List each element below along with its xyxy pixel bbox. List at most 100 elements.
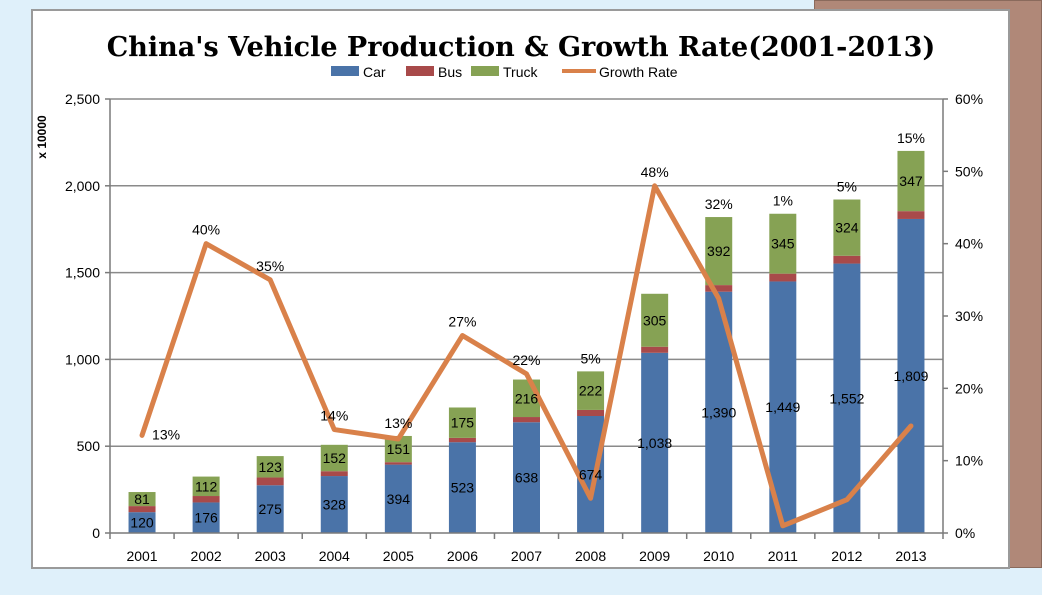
x-tick-label-2010: 2010 [703,548,734,564]
x-tick-label-2009: 2009 [639,548,670,564]
bar-truck-2011 [769,213,797,274]
growth-rate-label-2010: 32% [705,196,733,212]
bar-label-truck-2012: 324 [835,220,859,236]
bar-car-2008 [577,415,605,533]
growth-rate-point-2012 [844,497,849,502]
bar-label-truck-2008: 222 [579,383,603,399]
bar-car-2002 [192,502,220,533]
growth-rate-label-2006: 27% [448,314,476,330]
bar-car-2007 [513,422,540,533]
growth-rate-point-2013 [908,423,913,428]
x-tick-label-2008: 2008 [575,548,606,564]
growth-rate-point-2001 [140,433,145,438]
y-tick-label: 2,000 [65,178,100,194]
y-tick-label: 0 [92,525,100,541]
bar-label-car-2004: 328 [323,497,347,513]
bar-label-car-2003: 275 [259,501,283,517]
legend-swatch-truck [471,66,499,76]
bar-label-car-2005: 394 [387,491,411,507]
bar-label-truck-2004: 152 [323,450,347,466]
bar-truck-2009 [641,293,669,347]
x-tick-label-2005: 2005 [383,548,414,564]
legend-label-car: Car [363,64,386,80]
bar-truck-2001 [128,492,156,507]
growth-rate-label-2004: 14% [320,408,348,424]
bar-label-car-2009: 1,038 [637,435,672,451]
chart-frame: China's Vehicle Production & Growth Rate… [31,9,1010,569]
bar-truck-2010 [705,217,733,286]
growth-rate-point-2003 [268,277,273,282]
y-axis-title: x 10000 [35,115,49,159]
bar-truck-2002 [192,476,220,497]
growth-rate-point-2011 [780,523,785,528]
bar-label-truck-2010: 392 [707,243,731,259]
bar-bus-2002 [192,496,220,503]
chart-canvas: China's Vehicle Production & Growth Rate… [35,32,983,564]
x-tick-label-2002: 2002 [191,548,222,564]
bar-label-truck-2007: 216 [515,390,539,406]
growth-rate-point-2008 [588,496,593,501]
bar-car-2005 [384,464,412,533]
y-tick-label: 1,000 [65,351,100,367]
growth-rate-point-2010 [716,296,721,301]
bar-label-car-2013: 1,809 [893,368,928,384]
growth-rate-point-2007 [524,371,529,376]
legend-label-bus: Bus [438,64,462,80]
bar-bus-2004 [320,471,348,477]
chart-labels: 120 81 176 112 275 123 328 152 394 151 523 175 638 21… [130,130,928,531]
legend-label-truck: Truck [503,64,538,80]
x-tick-label-2012: 2012 [831,548,862,564]
bar-truck-2006 [448,407,476,438]
x-tick-label-2013: 2013 [895,548,926,564]
y2-tick-label: 30% [955,308,983,324]
bar-label-car-2011: 1,449 [765,399,800,415]
bar-truck-2012 [833,199,861,256]
bar-label-truck-2001: 81 [134,491,150,507]
y-tick-label: 500 [77,438,101,454]
bar-label-car-2001: 120 [130,515,154,531]
growth-rate-label-2002: 40% [192,222,220,238]
growth-rate-label-2005: 13% [384,415,412,431]
growth-rate-label-2009: 48% [641,164,669,180]
bar-truck-2007 [513,379,540,418]
chart-legend: Car Bus Truck Growth Rate [331,64,678,80]
bar-label-car-2006: 523 [451,480,475,496]
bar-label-car-2010: 1,390 [701,404,736,420]
bar-car-2004 [320,476,348,533]
bar-bus-2006 [448,437,476,443]
bar-truck-2004 [320,444,348,472]
growth-rate-label-2013: 15% [897,130,925,146]
chart-bars [128,150,925,534]
bar-bus-2007 [513,417,540,423]
y2-tick-label: 50% [955,163,983,179]
legend-swatch-car [331,66,359,76]
bar-bus-2012 [833,255,861,264]
growth-rate-point-2009 [652,183,657,188]
growth-rate-label-2007: 22% [512,352,540,368]
bar-label-truck-2003: 123 [259,459,283,475]
x-tick-label-2004: 2004 [319,548,350,564]
bar-label-car-2008: 674 [579,466,603,482]
bar-bus-2011 [769,273,797,282]
bar-label-truck-2009: 305 [643,312,667,328]
y-tick-label: 2,500 [65,91,100,107]
legend-swatch-bus [406,66,434,76]
bar-bus-2008 [577,409,605,416]
chart-title: China's Vehicle Production & Growth Rate… [107,32,936,63]
x-tick-label-2006: 2006 [447,548,478,564]
y2-tick-label: 40% [955,236,983,252]
y2-tick-label: 10% [955,453,983,469]
bar-truck-2013 [897,150,925,212]
bar-car-2013 [897,218,925,534]
bar-car-2006 [448,442,476,533]
growth-rate-point-2005 [396,436,401,441]
bar-truck-2008 [577,371,605,410]
bar-car-2001 [128,512,156,533]
legend-label-growth-rate: Growth Rate [599,64,678,80]
bar-truck-2003 [256,456,284,478]
bar-label-car-2002: 176 [194,510,218,526]
bar-label-car-2012: 1,552 [829,390,864,406]
growth-rate-label-2011: 1% [773,193,793,209]
bar-label-truck-2013: 347 [899,173,923,189]
bar-label-truck-2002: 112 [195,478,218,494]
